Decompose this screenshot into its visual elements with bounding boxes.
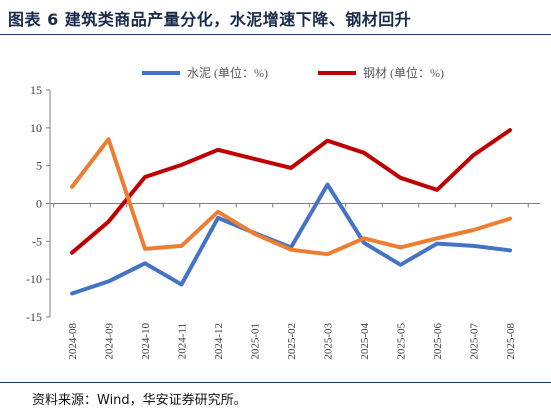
y-tick-label: 10 bbox=[30, 121, 42, 135]
series-line-1 bbox=[70, 128, 512, 255]
series-line-2 bbox=[70, 137, 512, 257]
x-tick-label: 2025-01 bbox=[250, 323, 262, 360]
legend-label: 水泥 (单位：%) bbox=[187, 65, 268, 80]
legend-label: 钢材 (单位：%) bbox=[363, 65, 444, 80]
x-tick-label: 2025-05 bbox=[396, 323, 408, 360]
title-rule bbox=[0, 34, 551, 35]
y-tick-label: 5 bbox=[36, 159, 42, 173]
x-tick-label: 2024-09 bbox=[104, 323, 116, 360]
x-tick-label: 2025-02 bbox=[286, 323, 298, 360]
x-tick-label: 2024-10 bbox=[140, 323, 152, 360]
y-axis: 15 10 5 0 -5 -10 -15 bbox=[26, 83, 51, 324]
x-tick-label: 2024-08 bbox=[67, 323, 79, 360]
y-tick-label: -5 bbox=[32, 234, 42, 248]
x-axis: 2024-08 2024-09 2024-10 2024-11 2024-12 2025-… bbox=[50, 203, 540, 360]
y-tick-label: 15 bbox=[30, 83, 42, 97]
source-rule bbox=[0, 382, 551, 383]
x-tick-label: 2024-12 bbox=[213, 323, 225, 360]
y-tick-label: -10 bbox=[26, 272, 42, 286]
x-tick-label: 2025-07 bbox=[469, 323, 481, 360]
x-tick-label: 2025-06 bbox=[432, 323, 444, 360]
series-line-0 bbox=[70, 182, 512, 296]
source-note: 资料来源：Wind，华安证券研究所。 bbox=[32, 393, 247, 408]
line-chart: 水泥 (单位：%) 钢材 (单位：%) 15 10 5 0 -5 -10 -15 2024-0… bbox=[26, 65, 540, 360]
y-tick-label: 0 bbox=[36, 197, 42, 211]
series-lines bbox=[70, 128, 512, 296]
x-tick-label: 2024-11 bbox=[177, 323, 189, 359]
figure-title: 图表 6 建筑类商品产量分化，水泥增速下降、钢材回升 bbox=[8, 10, 412, 29]
legend: 水泥 (单位：%) 钢材 (单位：%) bbox=[142, 65, 444, 80]
x-tick-label: 2025-04 bbox=[359, 323, 371, 360]
x-tick-label: 2025-08 bbox=[505, 323, 517, 360]
y-tick-label: -15 bbox=[26, 310, 42, 324]
x-tick-label: 2025-03 bbox=[323, 323, 335, 360]
